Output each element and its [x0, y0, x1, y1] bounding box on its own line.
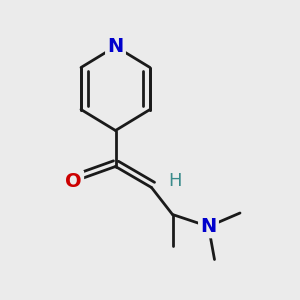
Text: H: H [169, 172, 182, 190]
Text: N: N [107, 37, 124, 56]
Text: N: N [200, 217, 217, 236]
Text: O: O [65, 172, 82, 191]
